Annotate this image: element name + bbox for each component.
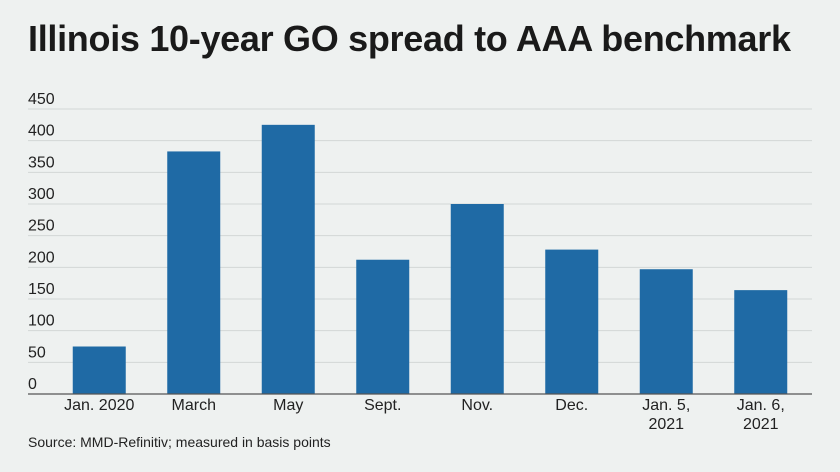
bar [72,346,126,394]
bar [261,124,315,394]
bar [545,249,599,394]
gridlines [28,108,812,363]
x-tick-label: Jan. 5, 2021 [642,397,690,433]
bars [72,124,788,394]
source-note: Source: MMD-Refinitiv; measured in basis… [28,434,331,450]
y-tick-label: 300 [28,186,55,203]
y-tick-label: 100 [28,313,55,330]
chart-title: Illinois 10-year GO spread to AAA benchm… [28,18,791,59]
x-tick-label: Dec. [555,397,588,414]
y-tick-label: 450 [28,91,55,108]
y-tick-label: 250 [28,218,55,235]
x-tick-label: Sept. [364,397,401,414]
y-tick-label: 400 [28,123,55,140]
y-axis-ticks: 0 50 100 150 200 250 300 350 400 450 [28,91,55,393]
x-tick-label: May [273,397,303,414]
x-tick-label: Nov. [461,397,493,414]
bar [356,259,410,394]
x-tick-label: March [172,397,216,414]
bar [639,269,693,394]
bar [734,290,788,394]
x-tick-label: Jan. 2020 [64,397,134,414]
x-tick-label: Jan. 6, 2021 [737,397,785,433]
y-tick-label: 0 [28,376,37,393]
y-tick-label: 50 [28,344,46,361]
y-tick-label: 350 [28,154,55,171]
bar [167,151,221,394]
y-tick-label: 200 [28,249,55,266]
x-axis-ticks: Jan. 2020 March May Sept. Nov. Dec. Jan. 5, 202… [64,397,785,433]
y-tick-label: 150 [28,281,55,298]
bar [450,204,504,394]
